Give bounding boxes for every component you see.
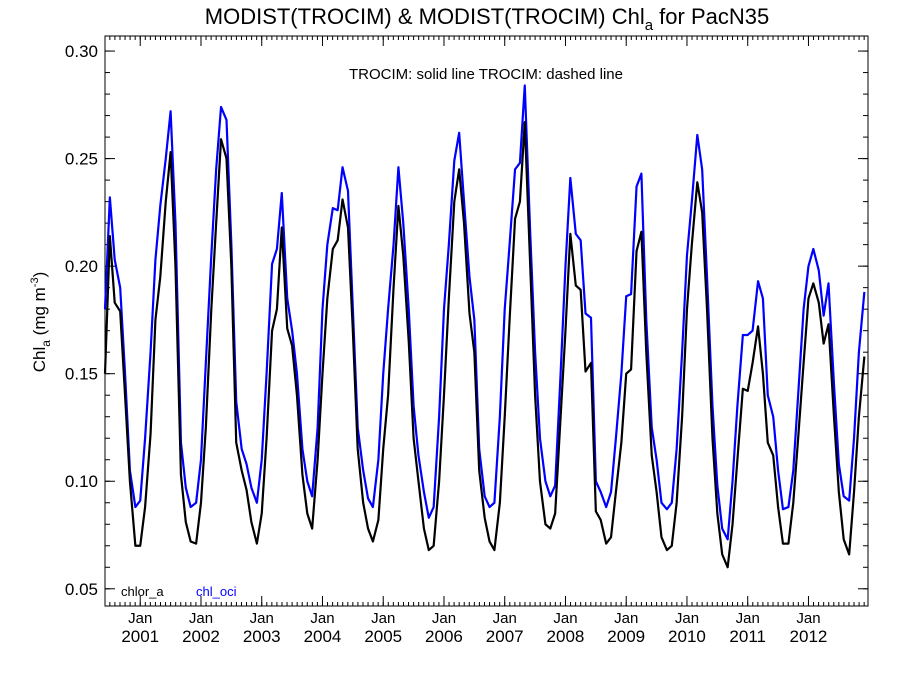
x-tick-year: 2012 [790,627,828,646]
x-tick-month: Jan [432,610,456,627]
series-line-chl-oci [103,84,866,541]
x-tick-month: Jan [614,610,638,627]
x-tick-month: Jan [736,610,760,627]
y-axis-label: Chla (mg m-3) [29,272,53,373]
x-tick-year: 2005 [364,627,402,646]
x-tick-year: 2006 [425,627,463,646]
x-axis: Jan2001Jan2002Jan2003Jan2004Jan2005Jan20… [109,36,865,646]
x-tick-month: Jan [553,610,577,627]
y-tick-label: 0.20 [65,257,98,276]
series-line-chlor-a [103,120,866,569]
x-tick-year: 2009 [607,627,645,646]
y-tick-label: 0.10 [65,472,98,491]
x-tick-year: 2010 [668,627,706,646]
legend-chlor-a: chlor_a [121,584,164,599]
y-tick-label: 0.05 [65,580,98,599]
series-lines [103,84,866,569]
x-tick-year: 2002 [182,627,220,646]
x-tick-month: Jan [189,610,213,627]
x-tick-month: Jan [128,610,152,627]
x-tick-year: 2007 [486,627,524,646]
x-tick-year: 2003 [243,627,281,646]
legend-chl-oci: chl_oci [196,584,237,599]
y-tick-label: 0.15 [65,365,98,384]
x-tick-month: Jan [371,610,395,627]
x-tick-month: Jan [675,610,699,627]
x-tick-month: Jan [310,610,334,627]
x-tick-month: Jan [796,610,820,627]
line-style-annotation: TROCIM: solid line TROCIM: dashed line [349,66,623,83]
x-tick-year: 2011 [729,627,766,646]
x-tick-month: Jan [493,610,517,627]
y-tick-label: 0.30 [65,42,98,61]
plot-frame [104,35,869,607]
x-tick-year: 2008 [547,627,585,646]
x-tick-month: Jan [250,610,274,627]
y-tick-label: 0.25 [65,150,98,169]
x-tick-year: 2001 [121,627,159,646]
chart-title: MODIST(TROCIM) & MODIST(TROCIM) Chla for… [205,4,769,34]
x-tick-year: 2004 [304,627,342,646]
